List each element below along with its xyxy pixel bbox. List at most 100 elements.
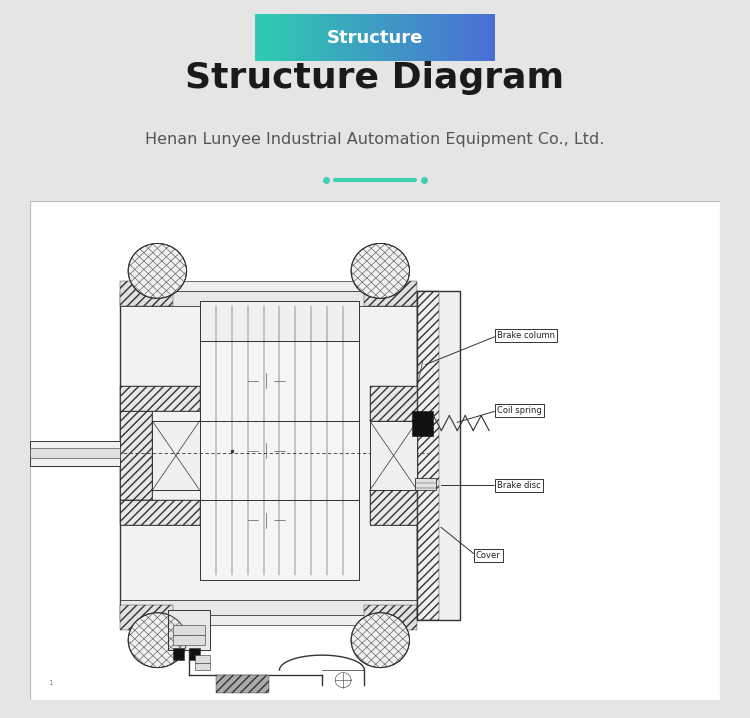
Bar: [269, 14, 272, 61]
Bar: [478, 14, 481, 61]
Bar: [30, 448, 120, 458]
Bar: [370, 490, 418, 526]
Bar: [173, 635, 206, 645]
Bar: [351, 14, 353, 61]
Bar: [356, 14, 358, 61]
Bar: [418, 291, 439, 620]
Bar: [200, 421, 359, 500]
Bar: [189, 648, 200, 660]
Bar: [346, 14, 349, 61]
Bar: [120, 281, 173, 306]
Bar: [274, 14, 277, 61]
Bar: [120, 500, 200, 526]
Ellipse shape: [351, 612, 410, 668]
Bar: [322, 14, 325, 61]
Bar: [120, 291, 418, 306]
Bar: [303, 14, 305, 61]
Ellipse shape: [128, 243, 187, 299]
Bar: [265, 14, 267, 61]
Bar: [120, 411, 152, 500]
Bar: [415, 478, 436, 490]
Bar: [454, 14, 457, 61]
Bar: [413, 411, 434, 436]
Bar: [279, 14, 281, 61]
Bar: [120, 500, 200, 526]
Bar: [315, 14, 317, 61]
Bar: [301, 14, 303, 61]
Bar: [404, 14, 406, 61]
Bar: [317, 14, 320, 61]
Bar: [365, 14, 368, 61]
Bar: [469, 14, 471, 61]
Bar: [449, 14, 452, 61]
Text: Henan Lunyee Industrial Automation Equipment Co., Ltd.: Henan Lunyee Industrial Automation Equip…: [146, 132, 604, 147]
Bar: [445, 14, 447, 61]
Bar: [447, 14, 449, 61]
Bar: [483, 14, 485, 61]
Bar: [481, 14, 483, 61]
Bar: [120, 600, 418, 615]
Bar: [353, 14, 356, 61]
Bar: [120, 386, 200, 411]
Bar: [334, 14, 337, 61]
Bar: [173, 625, 206, 635]
Bar: [200, 341, 359, 421]
Bar: [490, 14, 493, 61]
Bar: [394, 14, 397, 61]
Bar: [142, 615, 396, 625]
Text: 1: 1: [49, 680, 53, 686]
Bar: [298, 14, 301, 61]
Bar: [377, 14, 380, 61]
Bar: [332, 14, 334, 61]
Bar: [493, 14, 495, 61]
Bar: [375, 14, 377, 61]
Bar: [380, 14, 382, 61]
Bar: [433, 14, 435, 61]
Bar: [473, 14, 476, 61]
Bar: [488, 14, 490, 61]
Bar: [437, 14, 440, 61]
Bar: [385, 14, 387, 61]
Bar: [409, 14, 411, 61]
Bar: [257, 14, 259, 61]
Text: Brake disc: Brake disc: [497, 481, 541, 490]
Bar: [286, 14, 289, 61]
Bar: [442, 14, 445, 61]
Text: Coil spring: Coil spring: [497, 406, 542, 415]
Bar: [370, 421, 418, 490]
Bar: [260, 14, 262, 61]
Bar: [142, 281, 396, 291]
Bar: [358, 14, 361, 61]
Bar: [194, 663, 211, 670]
Bar: [120, 411, 152, 500]
Bar: [392, 14, 394, 61]
Bar: [476, 14, 478, 61]
Bar: [152, 421, 200, 490]
Bar: [337, 14, 339, 61]
Bar: [364, 605, 418, 630]
Bar: [370, 386, 418, 421]
Bar: [281, 14, 284, 61]
Bar: [194, 655, 211, 663]
Bar: [406, 14, 409, 61]
Bar: [363, 14, 365, 61]
Bar: [120, 605, 173, 630]
Bar: [430, 14, 433, 61]
Bar: [419, 14, 421, 61]
Bar: [411, 14, 413, 61]
Bar: [389, 14, 392, 61]
Bar: [485, 14, 488, 61]
Bar: [327, 14, 329, 61]
Bar: [255, 14, 257, 61]
Ellipse shape: [128, 612, 187, 668]
Bar: [216, 675, 268, 693]
Bar: [418, 291, 460, 620]
Bar: [435, 14, 437, 61]
Bar: [471, 14, 473, 61]
Text: Structure: Structure: [327, 29, 423, 47]
Bar: [459, 14, 461, 61]
Bar: [452, 14, 454, 61]
Bar: [272, 14, 274, 61]
Bar: [461, 14, 464, 61]
Bar: [344, 14, 346, 61]
